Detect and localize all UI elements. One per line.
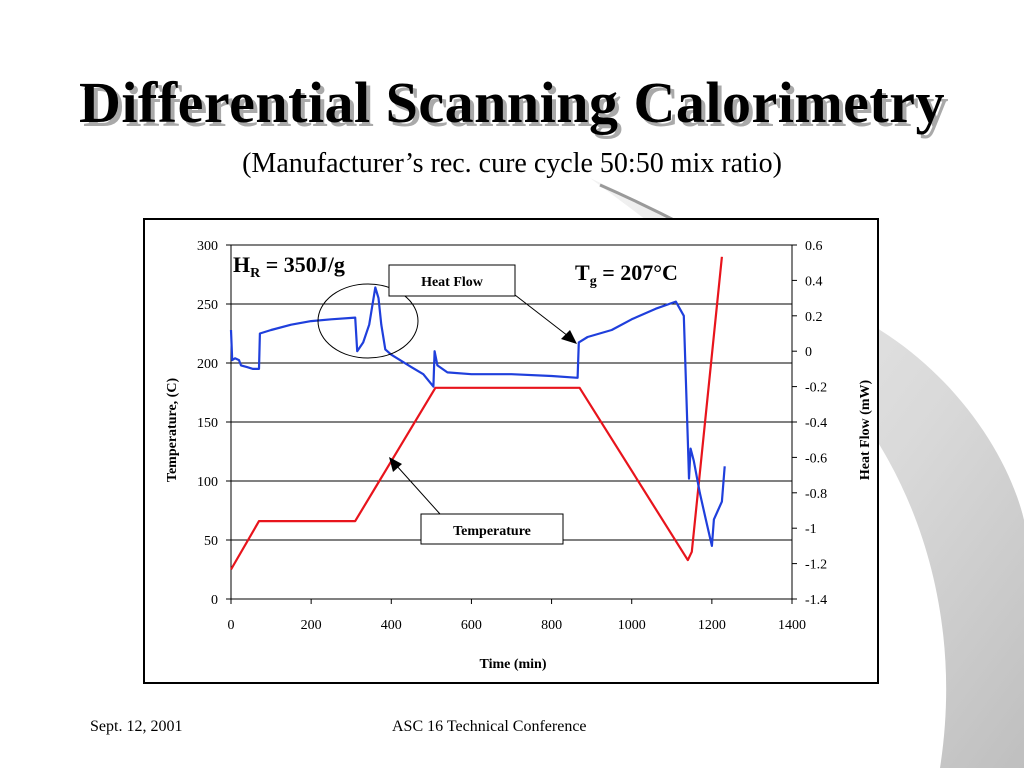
- y2-tick-label: 0.6: [805, 239, 823, 254]
- y2-tick-label: -0.6: [805, 451, 827, 466]
- x-tick-label: 1000: [618, 618, 646, 633]
- x-tick-label: 600: [461, 618, 482, 633]
- y-tick-label: 100: [197, 475, 218, 490]
- y2-tick-label: -1.4: [805, 593, 827, 608]
- series-heat-flow-line: [229, 286, 726, 547]
- y2-axis-title: Heat Flow (mW): [858, 380, 873, 481]
- temperature-label: Temperature: [453, 524, 531, 539]
- hr-main: H: [233, 252, 250, 277]
- y2-tick-label: -0.2: [805, 381, 827, 396]
- y2-tick-label: -0.4: [805, 416, 827, 431]
- heat-flow-arrow: [514, 294, 577, 344]
- hr-rest: = 350J/g: [260, 252, 345, 277]
- heat-flow-label: Heat Flow: [421, 275, 484, 290]
- series-temperature-line: [230, 256, 723, 571]
- x-tick-label: 400: [381, 618, 402, 633]
- x-tick-label: 1400: [778, 618, 806, 633]
- series-layer: [229, 256, 726, 571]
- y2-tick-label: -1.2: [805, 558, 827, 573]
- x-tick-label: 200: [301, 618, 322, 633]
- tg-sub: g: [590, 274, 597, 289]
- temperature-label-box: Temperature: [420, 513, 564, 545]
- x-tick-label: 800: [541, 618, 562, 633]
- slide-title: Differential Scanning Calorimetry: [79, 70, 945, 135]
- y2-tick-label: 0.2: [805, 310, 823, 325]
- x-tick-label: 0: [228, 618, 235, 633]
- tg-rest: = 207°C: [597, 260, 678, 285]
- heat-of-reaction-label: HR = 350J/g: [233, 252, 345, 281]
- y-tick-label: 0: [211, 593, 218, 608]
- y-tick-label: 250: [197, 298, 218, 313]
- slide-subtitle: (Manufacturer’s rec. cure cycle 50:50 mi…: [242, 148, 782, 179]
- y-tick-label: 200: [197, 357, 218, 372]
- y-tick-label: 300: [197, 239, 218, 254]
- y2-tick-label: -1: [805, 522, 817, 537]
- x-axis-title: Time (min): [479, 657, 546, 672]
- heat-flow-label-box: Heat Flow: [388, 264, 516, 297]
- tg-label: Tg = 207°C: [575, 260, 678, 289]
- exotherm-circle: [317, 283, 419, 359]
- ticks: 0 50 100 150 200 250 300 -1.4 -1.2 -1 -0.8 -0.6 -0.4…: [197, 239, 827, 633]
- dsc-chart: 0 50 100 150 200 250 300 -1.4 -1.2 -1 -0.8 -0.6 -0.4…: [165, 239, 873, 672]
- footer-date: Sept. 12, 2001: [90, 718, 183, 735]
- y2-tick-label: 0: [805, 345, 812, 360]
- y-tick-label: 50: [204, 534, 218, 549]
- y2-tick-label: -0.8: [805, 487, 827, 502]
- tg-main: T: [575, 260, 590, 285]
- chart-frame: 0 50 100 150 200 250 300 -1.4 -1.2 -1 -0.8 -0.6 -0.4…: [143, 218, 879, 684]
- x-tick-label: 1200: [698, 618, 726, 633]
- y-axis-title: Temperature, (C): [165, 378, 180, 483]
- hr-sub: R: [250, 266, 261, 281]
- y2-tick-label: 0.4: [805, 274, 823, 289]
- temperature-arrow: [389, 457, 441, 515]
- footer-conference: ASC 16 Technical Conference: [392, 718, 587, 735]
- y-tick-label: 150: [197, 416, 218, 431]
